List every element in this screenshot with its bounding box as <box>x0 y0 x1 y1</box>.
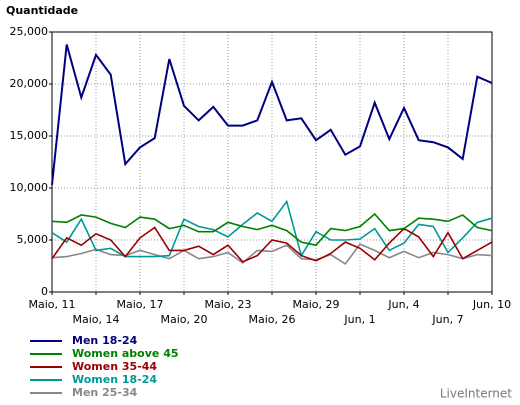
x-tick-label: Jun, 10 <box>472 298 511 311</box>
y-tick-label: 10,000 <box>10 181 49 194</box>
legend-label: Men 25-34 <box>72 386 138 399</box>
x-tick-label: Maio, 26 <box>248 313 295 326</box>
x-tick-label: Jun, 7 <box>431 313 463 326</box>
legend-label: Women above 45 <box>72 347 179 360</box>
x-tick-label: Maio, 17 <box>116 298 163 311</box>
y-tick-label: 0 <box>41 285 48 298</box>
chart-title: Quantidade <box>6 4 78 17</box>
x-tick-label: Maio, 11 <box>28 298 75 311</box>
legend-label: Women 18-24 <box>72 373 157 386</box>
x-tick-label: Maio, 20 <box>160 313 207 326</box>
series-line <box>51 212 493 247</box>
legend-label: Women 35-44 <box>72 360 157 373</box>
x-tick-label: Jun, 1 <box>343 313 375 326</box>
x-tick-label: Jun, 4 <box>387 298 419 311</box>
x-tick-label: Maio, 23 <box>204 298 251 311</box>
series-line <box>51 44 493 186</box>
legend-label: Men 18-24 <box>72 334 138 347</box>
y-tick-label: 20,000 <box>10 77 49 90</box>
y-tick-label: 5,000 <box>17 233 49 246</box>
y-tick-label: 25,000 <box>10 25 49 38</box>
series-line <box>51 226 493 263</box>
plot-border <box>51 31 493 293</box>
x-tick-label: Maio, 29 <box>292 298 339 311</box>
x-tick-label: Maio, 14 <box>72 313 119 326</box>
source: LiveInternet <box>440 387 512 401</box>
y-tick-label: 15,000 <box>10 129 49 142</box>
